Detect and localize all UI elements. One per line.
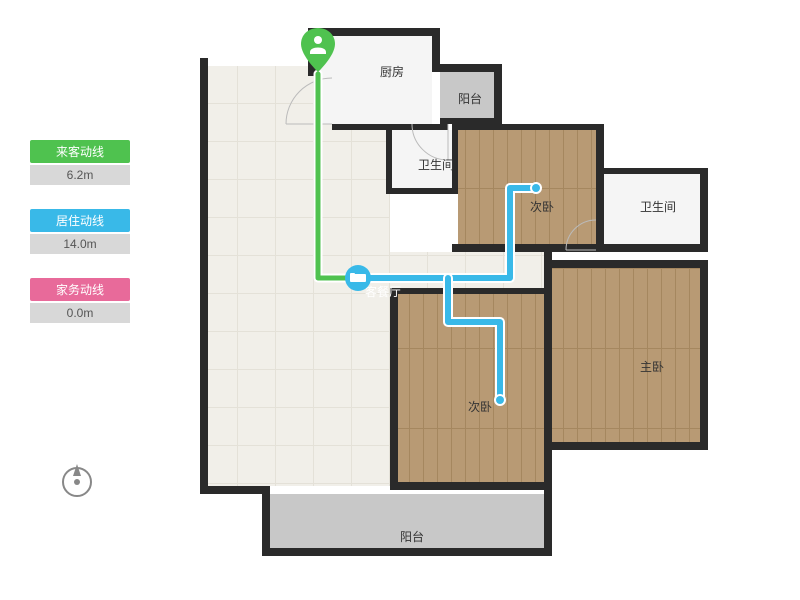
legend-item-guest: 来客动线 6.2m (30, 140, 130, 185)
entry-pin-icon (301, 28, 335, 77)
legend-value: 14.0m (30, 234, 130, 254)
living-center-icon (344, 264, 372, 297)
floorplan-canvas: 厨房阳台卫生间次卧卫生间客餐厅次卧主卧阳台 (200, 28, 748, 572)
legend-label: 家务动线 (30, 278, 130, 301)
legend-value: 0.0m (30, 303, 130, 323)
legend-label: 来客动线 (30, 140, 130, 163)
legend-value: 6.2m (30, 165, 130, 185)
compass-icon (55, 460, 99, 509)
legend-label: 居住动线 (30, 209, 130, 232)
legend-panel: 来客动线 6.2m 居住动线 14.0m 家务动线 0.0m (30, 140, 130, 347)
legend-item-living: 居住动线 14.0m (30, 209, 130, 254)
legend-item-house: 家务动线 0.0m (30, 278, 130, 323)
